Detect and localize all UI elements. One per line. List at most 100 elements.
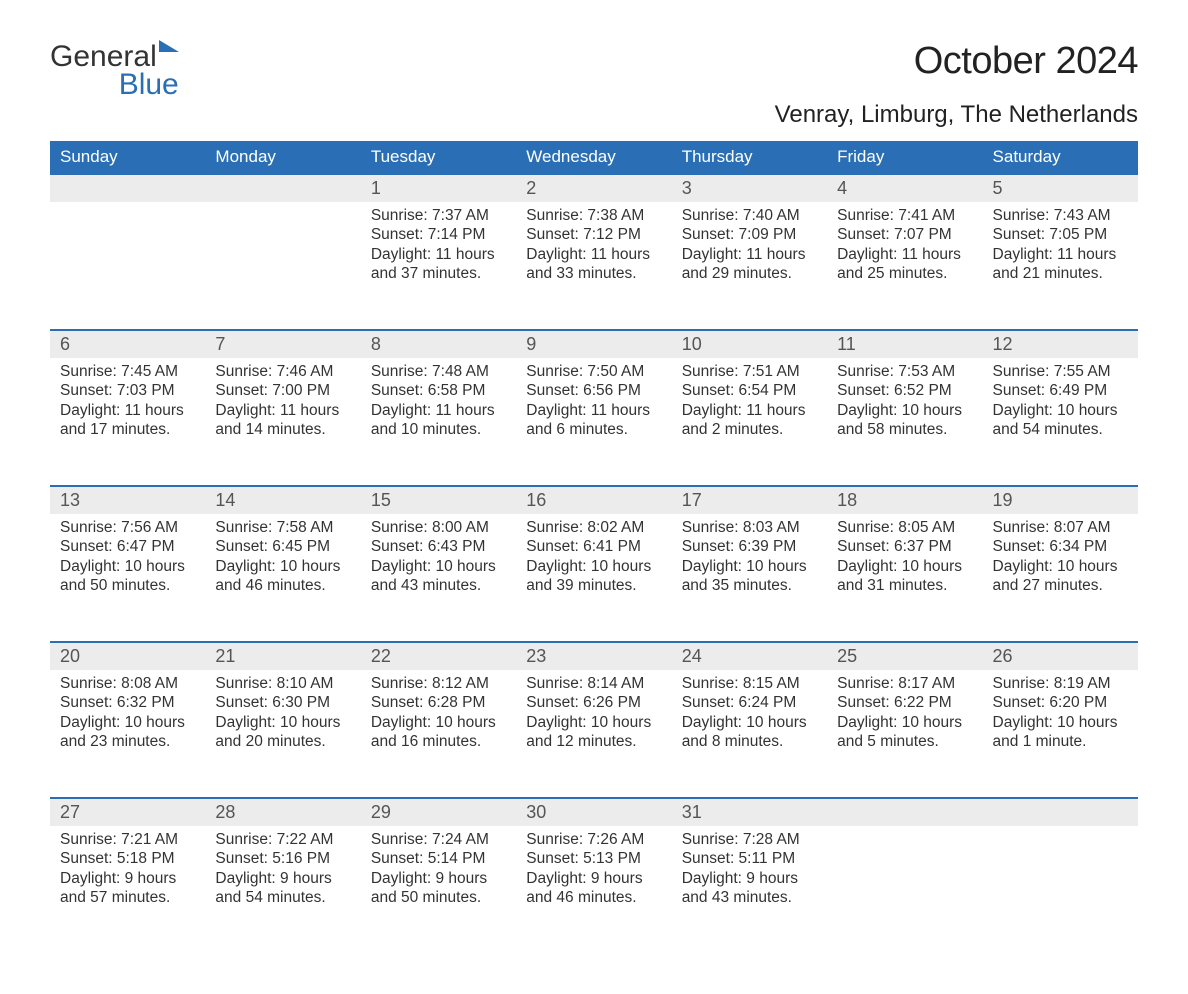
month-title: October 2024 [775,40,1138,83]
daylight-line: Daylight: 10 hours and 39 minutes. [526,557,661,596]
day-number: 6 [50,331,205,358]
day-cell-body: Sunrise: 8:15 AMSunset: 6:24 PMDaylight:… [672,670,827,798]
day-content: Sunrise: 8:05 AMSunset: 6:37 PMDaylight:… [827,514,982,612]
day-cell-header: 17 [672,486,827,514]
day-cell-body: Sunrise: 8:17 AMSunset: 6:22 PMDaylight:… [827,670,982,798]
daynum-row: 12345 [50,174,1138,202]
day-cell-body: Sunrise: 7:55 AMSunset: 6:49 PMDaylight:… [983,358,1138,486]
day-content: Sunrise: 8:19 AMSunset: 6:20 PMDaylight:… [983,670,1138,768]
day-cell-header: 11 [827,330,982,358]
day-number: 7 [205,331,360,358]
day-cell-header: 27 [50,798,205,826]
day-cell-body: Sunrise: 7:58 AMSunset: 6:45 PMDaylight:… [205,514,360,642]
day-cell-body: Sunrise: 8:14 AMSunset: 6:26 PMDaylight:… [516,670,671,798]
day-cell-header: 23 [516,642,671,670]
sunset-line: Sunset: 6:54 PM [682,381,817,400]
logo: General Blue [50,40,179,102]
sunrise-line: Sunrise: 8:14 AM [526,674,661,693]
day-cell-header [50,174,205,202]
day-cell-header: 29 [361,798,516,826]
day-cell-body: Sunrise: 7:24 AMSunset: 5:14 PMDaylight:… [361,826,516,954]
sunset-line: Sunset: 6:32 PM [60,693,195,712]
day-number: 12 [983,331,1138,358]
sunset-line: Sunset: 6:24 PM [682,693,817,712]
daylight-line: Daylight: 11 hours and 6 minutes. [526,401,661,440]
day-cell-header: 24 [672,642,827,670]
sunset-line: Sunset: 5:11 PM [682,849,817,868]
day-cell-header: 25 [827,642,982,670]
sunrise-line: Sunrise: 7:26 AM [526,830,661,849]
sunset-line: Sunset: 6:52 PM [837,381,972,400]
daylight-line: Daylight: 11 hours and 14 minutes. [215,401,350,440]
sunrise-line: Sunrise: 7:38 AM [526,206,661,225]
daylight-line: Daylight: 10 hours and 12 minutes. [526,713,661,752]
day-content: Sunrise: 7:41 AMSunset: 7:07 PMDaylight:… [827,202,982,300]
day-number-empty [983,799,1138,826]
daynum-row: 2728293031 [50,798,1138,826]
weekday-header: Wednesday [516,141,671,174]
sunrise-line: Sunrise: 7:46 AM [215,362,350,381]
sunrise-line: Sunrise: 7:45 AM [60,362,195,381]
day-content: Sunrise: 7:43 AMSunset: 7:05 PMDaylight:… [983,202,1138,300]
day-number: 3 [672,175,827,202]
day-cell-body: Sunrise: 8:05 AMSunset: 6:37 PMDaylight:… [827,514,982,642]
day-cell-header: 31 [672,798,827,826]
day-cell-body: Sunrise: 7:56 AMSunset: 6:47 PMDaylight:… [50,514,205,642]
day-cell-header [205,174,360,202]
day-cell-body: Sunrise: 7:22 AMSunset: 5:16 PMDaylight:… [205,826,360,954]
sunrise-line: Sunrise: 8:07 AM [993,518,1128,537]
day-cell-body: Sunrise: 8:03 AMSunset: 6:39 PMDaylight:… [672,514,827,642]
daylight-line: Daylight: 11 hours and 25 minutes. [837,245,972,284]
daylight-line: Daylight: 11 hours and 21 minutes. [993,245,1128,284]
day-cell-header: 8 [361,330,516,358]
daylight-line: Daylight: 10 hours and 46 minutes. [215,557,350,596]
day-number: 11 [827,331,982,358]
sunrise-line: Sunrise: 8:02 AM [526,518,661,537]
day-content: Sunrise: 8:08 AMSunset: 6:32 PMDaylight:… [50,670,205,768]
day-content: Sunrise: 8:17 AMSunset: 6:22 PMDaylight:… [827,670,982,768]
daylight-line: Daylight: 11 hours and 33 minutes. [526,245,661,284]
sunset-line: Sunset: 6:39 PM [682,537,817,556]
sunrise-line: Sunrise: 8:12 AM [371,674,506,693]
day-number: 22 [361,643,516,670]
daylight-line: Daylight: 11 hours and 37 minutes. [371,245,506,284]
sunset-line: Sunset: 6:22 PM [837,693,972,712]
day-number: 28 [205,799,360,826]
day-cell-header: 30 [516,798,671,826]
daylight-line: Daylight: 10 hours and 23 minutes. [60,713,195,752]
content-row: Sunrise: 7:45 AMSunset: 7:03 PMDaylight:… [50,358,1138,486]
content-row: Sunrise: 8:08 AMSunset: 6:32 PMDaylight:… [50,670,1138,798]
day-number: 14 [205,487,360,514]
day-cell-header: 7 [205,330,360,358]
daylight-line: Daylight: 9 hours and 50 minutes. [371,869,506,908]
day-cell-body [983,826,1138,954]
sunrise-line: Sunrise: 8:15 AM [682,674,817,693]
day-cell-body: Sunrise: 7:51 AMSunset: 6:54 PMDaylight:… [672,358,827,486]
day-number: 17 [672,487,827,514]
day-number: 15 [361,487,516,514]
day-content: Sunrise: 7:24 AMSunset: 5:14 PMDaylight:… [361,826,516,924]
day-cell-header: 6 [50,330,205,358]
day-number-empty [205,175,360,202]
day-number: 24 [672,643,827,670]
day-cell-body: Sunrise: 8:08 AMSunset: 6:32 PMDaylight:… [50,670,205,798]
daylight-line: Daylight: 10 hours and 58 minutes. [837,401,972,440]
sunset-line: Sunset: 7:07 PM [837,225,972,244]
logo-text-2: Blue [119,68,179,101]
day-number: 31 [672,799,827,826]
sunset-line: Sunset: 6:45 PM [215,537,350,556]
day-content: Sunrise: 7:50 AMSunset: 6:56 PMDaylight:… [516,358,671,456]
day-number: 25 [827,643,982,670]
day-number: 13 [50,487,205,514]
day-number: 19 [983,487,1138,514]
day-number: 5 [983,175,1138,202]
daylight-line: Daylight: 9 hours and 57 minutes. [60,869,195,908]
day-content: Sunrise: 7:48 AMSunset: 6:58 PMDaylight:… [361,358,516,456]
day-cell-header [983,798,1138,826]
daylight-line: Daylight: 11 hours and 17 minutes. [60,401,195,440]
day-cell-body: Sunrise: 7:41 AMSunset: 7:07 PMDaylight:… [827,202,982,330]
sunset-line: Sunset: 7:14 PM [371,225,506,244]
day-number: 18 [827,487,982,514]
sunset-line: Sunset: 5:14 PM [371,849,506,868]
sunrise-line: Sunrise: 8:10 AM [215,674,350,693]
